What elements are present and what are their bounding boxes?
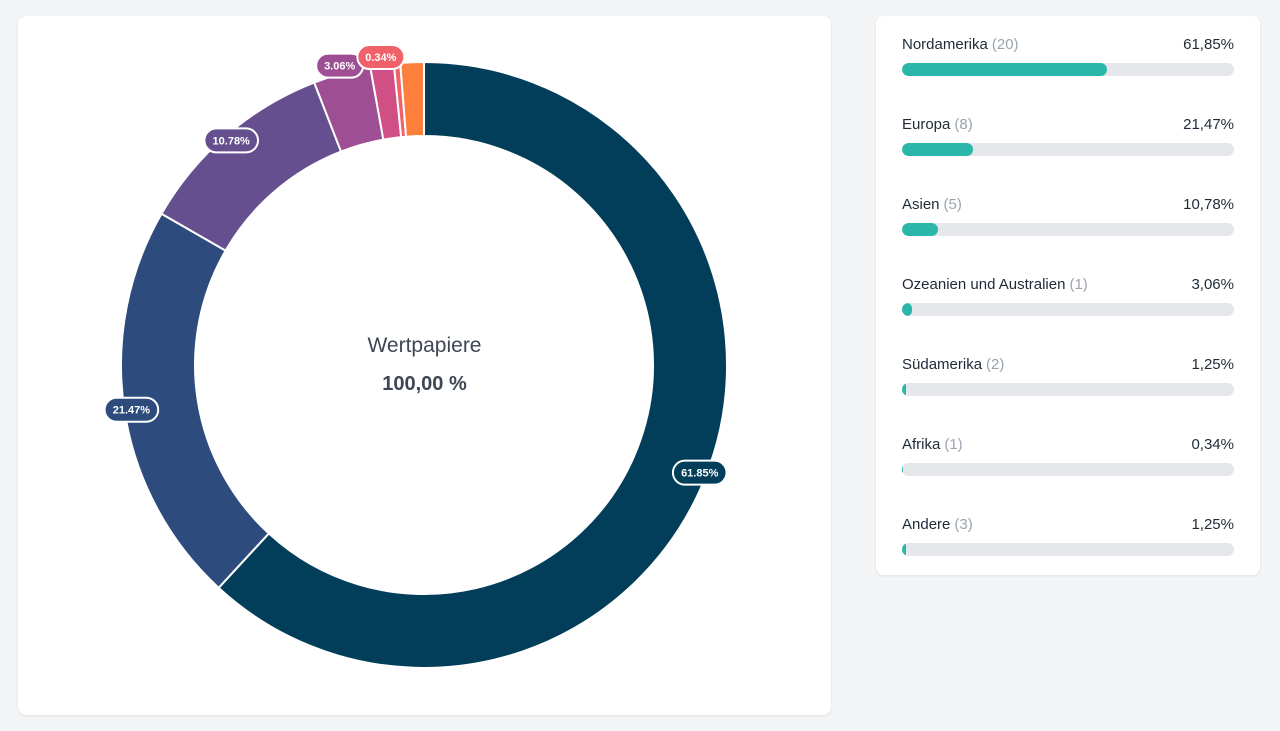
region-name: Asien	[902, 196, 940, 213]
region-percent: 0,34%	[1191, 436, 1234, 453]
slice-label-pill	[356, 44, 406, 71]
slice-label-text: 10.78%	[213, 135, 251, 147]
region-bar-track	[902, 383, 1234, 396]
donut-slice-asien[interactable]	[160, 81, 343, 253]
region-name: Ozeanien und Australien	[902, 276, 1066, 293]
region-percent: 3,06%	[1191, 276, 1234, 293]
slice-label-pill	[103, 396, 160, 423]
donut-slice-nordamerika[interactable]	[217, 60, 728, 669]
slice-label-text: 3.06%	[324, 61, 355, 73]
region-label: Afrika (1)	[902, 436, 963, 453]
region-row-andere[interactable]: Andere (3) 1,25%	[902, 516, 1234, 576]
region-row-asien[interactable]: Asien (5) 10,78%	[902, 196, 1234, 256]
region-percent: 1,25%	[1191, 356, 1234, 373]
region-label: Andere (3)	[902, 516, 973, 533]
region-percent: 21,47%	[1183, 116, 1234, 133]
region-bar-track	[902, 543, 1234, 556]
region-legend-card: Nordamerika (20) 61,85% Europa (8) 21,47% …	[876, 16, 1260, 575]
region-count: (5)	[943, 196, 962, 213]
region-label: Europa (8)	[902, 116, 973, 133]
slice-label-text: 61.85%	[681, 468, 719, 480]
region-bar-fill	[902, 543, 907, 556]
region-percent: 1,25%	[1191, 516, 1234, 533]
slice-label-pill	[203, 127, 259, 154]
region-count: (8)	[954, 116, 973, 133]
donut-chart: 61.85% 21.47% 10.78% 3.06% 0.34%	[103, 44, 728, 669]
region-percent: 61,85%	[1183, 36, 1234, 53]
region-name: Europa	[902, 116, 951, 133]
region-count: (20)	[991, 36, 1019, 53]
region-label: Asien (5)	[902, 196, 962, 213]
region-row-ozeanien[interactable]: Ozeanien und Australien (1) 3,06%	[902, 276, 1234, 336]
region-row-suedamerika[interactable]: Südamerika (2) 1,25%	[902, 356, 1234, 416]
slice-label-asien: 10.78%	[203, 127, 259, 154]
region-bar-fill	[902, 383, 907, 396]
slice-label-europa: 21.47%	[103, 396, 160, 423]
slice-label-text: 0.34%	[365, 52, 396, 64]
region-bar-fill	[902, 223, 938, 236]
region-bar-fill	[902, 303, 913, 316]
region-name: Südamerika	[902, 356, 983, 373]
region-bar-track	[902, 303, 1234, 316]
donut-center-title: Wertpapiere	[367, 334, 482, 357]
region-row-nordamerika[interactable]: Nordamerika (20) 61,85%	[902, 36, 1234, 96]
region-name: Andere	[902, 516, 951, 533]
chart-card: 61.85% 21.47% 10.78% 3.06% 0.34% Wertpapiere…	[18, 16, 831, 715]
region-bar-fill	[902, 463, 904, 476]
region-bar-track	[902, 63, 1234, 76]
region-count: (1)	[944, 436, 963, 453]
slice-label-nordamerika: 61.85%	[671, 459, 728, 486]
region-row-europa[interactable]: Europa (8) 21,47%	[902, 116, 1234, 176]
region-row-afrika[interactable]: Afrika (1) 0,34%	[902, 436, 1234, 496]
region-bar-track	[902, 223, 1234, 236]
slice-label-ozeanien-und-australien: 3.06%	[315, 52, 365, 79]
region-bar-fill	[902, 143, 974, 156]
region-count: (2)	[986, 356, 1005, 373]
region-bar-track	[902, 143, 1234, 156]
region-name: Afrika	[902, 436, 941, 453]
donut-center-value: 100,00 %	[382, 373, 467, 395]
region-count: (1)	[1069, 276, 1088, 293]
slice-label-text: 21.47%	[113, 405, 151, 417]
region-bar-track	[902, 463, 1234, 476]
region-name: Nordamerika	[902, 36, 988, 53]
slice-label-pill	[671, 459, 728, 486]
region-label: Ozeanien und Australien (1)	[902, 276, 1088, 293]
slice-label-afrika: 0.34%	[356, 44, 406, 71]
region-bar-fill	[902, 63, 1108, 76]
donut-slice-andere[interactable]	[399, 60, 425, 138]
region-label: Nordamerika (20)	[902, 36, 1019, 53]
region-label: Südamerika (2)	[902, 356, 1004, 373]
region-percent: 10,78%	[1183, 196, 1234, 213]
region-count: (3)	[954, 516, 973, 533]
